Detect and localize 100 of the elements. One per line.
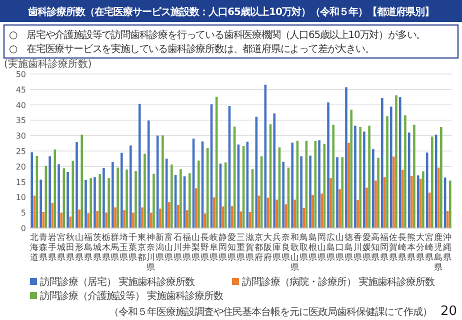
legend-label: 訪問診療（病院・診療所） 実施歯科診療所数 xyxy=(242,276,436,288)
x-tick-label: 茨城県 xyxy=(92,232,102,263)
bar xyxy=(120,152,123,228)
x-tick-label: 京都府 xyxy=(254,232,264,263)
bar xyxy=(302,208,306,228)
bar xyxy=(40,180,42,228)
x-tick-label: 島根県 xyxy=(308,232,318,263)
bar xyxy=(300,156,302,228)
text: ○ 在宅医療サービスを実施している歯科診療所数は、都道府県によって差が大きい。 xyxy=(9,43,374,55)
bar xyxy=(147,120,150,228)
x-tick-label: 和歌山県 xyxy=(290,232,300,273)
x-tick-label: 群馬県 xyxy=(110,232,120,263)
bar xyxy=(102,168,105,228)
x-tick-label: 広島県 xyxy=(326,232,336,263)
y-tick-label: 5 xyxy=(20,208,26,218)
x-tick-label: 岡山県 xyxy=(317,233,326,263)
text: ○ 居宅や介護施設等で訪問歯科診療を行っている歯科医療機関（人口65歳以上10万対）が多い。 xyxy=(9,29,426,41)
x-tick-label: 鹿児島県 xyxy=(434,232,444,273)
bar xyxy=(138,104,141,228)
bar xyxy=(320,194,323,228)
bar xyxy=(381,98,384,228)
bar xyxy=(368,126,370,228)
x-tick-label: 福岡県 xyxy=(380,232,390,263)
bar xyxy=(428,192,431,228)
x-tick-label: 愛媛県 xyxy=(362,232,372,263)
x-tick-label: 沖縄県 xyxy=(442,232,452,263)
bar xyxy=(197,160,200,228)
bar xyxy=(332,124,335,228)
bar xyxy=(309,156,312,228)
bar xyxy=(449,180,452,228)
x-tick-label: 岐阜県 xyxy=(210,232,219,263)
bar xyxy=(84,180,87,228)
bar xyxy=(80,134,84,228)
x-tick-label: 千葉県 xyxy=(128,232,138,263)
x-tick-label: 神奈川県 xyxy=(146,232,156,273)
bar xyxy=(90,178,92,228)
x-tick-label: 熊本県 xyxy=(407,232,416,263)
y-tick-label: 50 xyxy=(16,70,26,79)
bar xyxy=(282,162,285,228)
bar xyxy=(336,157,338,228)
x-tick-label: 奈良県 xyxy=(281,232,290,263)
bar xyxy=(170,164,173,228)
bar xyxy=(94,177,96,228)
x-tick-label: 高知県 xyxy=(371,232,380,263)
bar xyxy=(112,162,114,228)
bar xyxy=(273,113,276,228)
bar xyxy=(366,188,368,228)
x-tick-label: 静岡県 xyxy=(218,232,228,263)
bar xyxy=(162,135,164,228)
y-tick-label: 15 xyxy=(16,178,26,187)
y-tick-label: 35 xyxy=(16,116,26,126)
bar xyxy=(168,202,170,228)
x-tick-label: 山形県 xyxy=(74,232,84,263)
bar xyxy=(318,140,320,228)
bar xyxy=(116,168,119,228)
y-tick-label: 45 xyxy=(16,85,26,94)
x-tick-label: 鳥取県 xyxy=(298,232,308,263)
x-tick-label: 宮崎県 xyxy=(425,232,434,263)
bar xyxy=(144,154,146,228)
x-tick-label: 北海道 xyxy=(30,232,39,263)
bar xyxy=(348,142,350,228)
bar xyxy=(156,136,159,228)
bar xyxy=(341,157,344,228)
text: 20 xyxy=(440,304,457,319)
x-tick-label: 大阪府 xyxy=(263,232,272,263)
bar xyxy=(323,144,326,228)
x-tick-label: 福井県 xyxy=(182,232,192,263)
x-tick-label: 富山県 xyxy=(164,232,174,263)
bar xyxy=(132,212,134,228)
bar xyxy=(58,164,60,228)
bar xyxy=(134,171,137,228)
bar xyxy=(291,142,294,228)
x-tick-label: 愛知県 xyxy=(228,232,237,263)
text: （令和５年医療施設調査や住民基本台帳を元に医政局歯科保健課にて作成） xyxy=(109,306,432,318)
bar xyxy=(372,149,374,228)
x-tick-label: 長野県 xyxy=(200,232,210,263)
bar xyxy=(402,170,404,228)
bar xyxy=(327,102,330,228)
bar xyxy=(206,148,209,228)
bar xyxy=(413,124,416,228)
y-tick-label: 0 xyxy=(20,224,26,233)
bar xyxy=(159,208,162,228)
bar xyxy=(312,195,314,228)
bar xyxy=(188,173,191,228)
bar xyxy=(410,176,413,228)
x-tick-label: 兵庫県 xyxy=(272,232,282,263)
bar xyxy=(141,207,144,228)
bar xyxy=(386,116,388,228)
x-tick-label: 滋賀県 xyxy=(245,232,254,263)
x-tick-label: 山口県 xyxy=(335,232,344,263)
bar xyxy=(51,203,54,228)
bar xyxy=(76,142,78,228)
bar xyxy=(356,200,359,228)
bar xyxy=(78,210,80,228)
x-tick-label: 三重県 xyxy=(236,233,246,263)
bar xyxy=(60,212,62,228)
bar xyxy=(374,180,377,228)
bar xyxy=(437,168,440,228)
x-tick-label: 栃木県 xyxy=(102,232,111,263)
bar xyxy=(354,126,356,228)
